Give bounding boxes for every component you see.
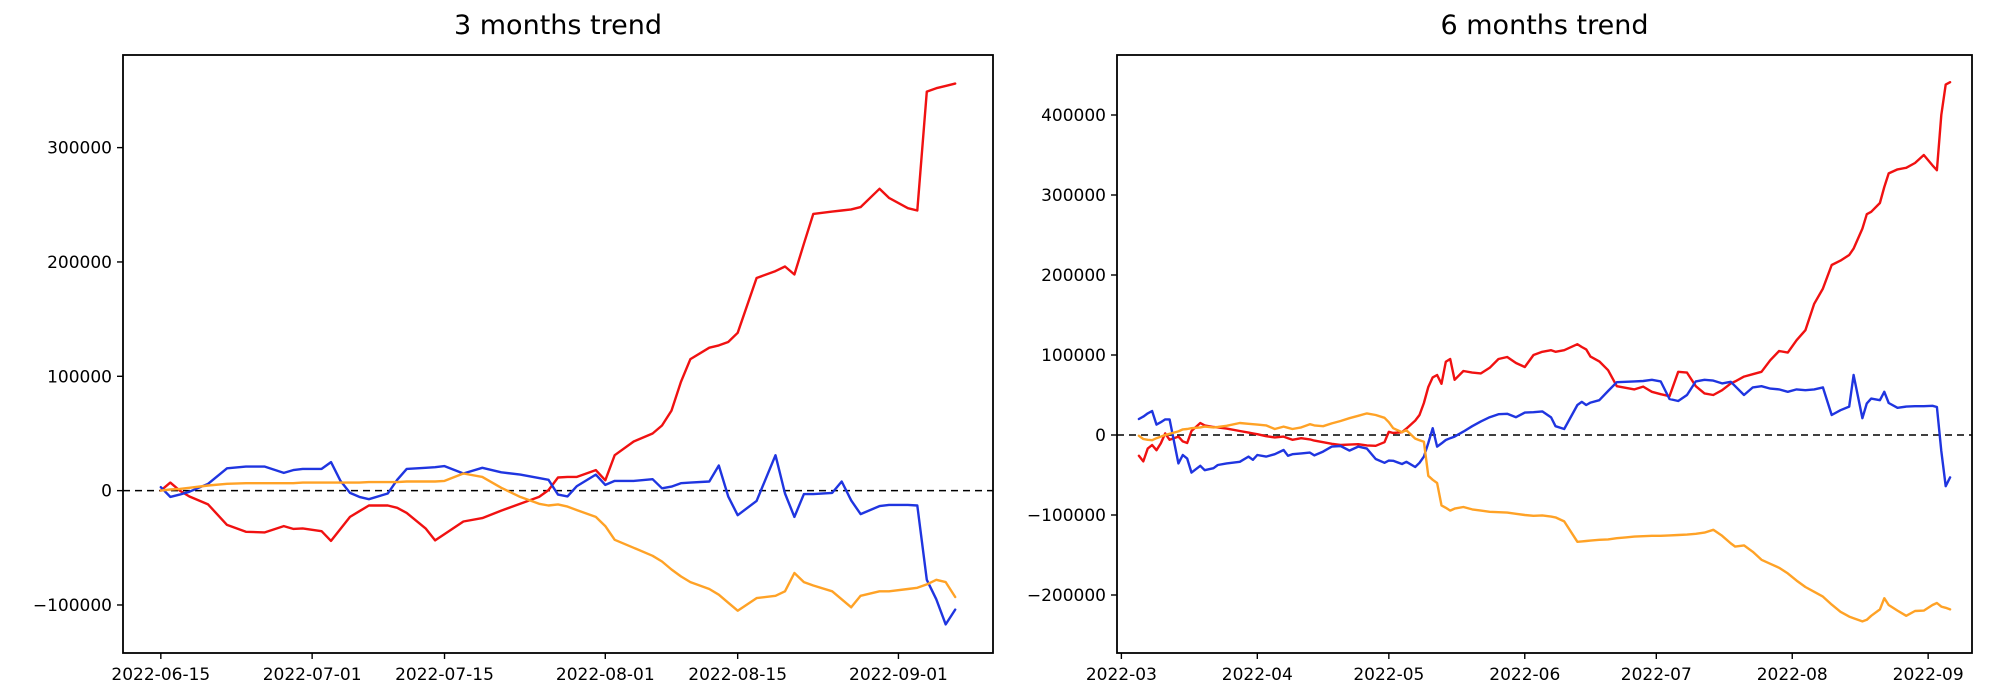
six-months-axes-frame (1116, 54, 1973, 654)
six-months-blue-series-line (1137, 373, 1952, 488)
three-months-plot-area (123, 55, 993, 653)
six-months-x-tick-label: 2022-04 (1222, 665, 1293, 685)
six-months-x-tick-label: 2022-03 (1086, 665, 1157, 685)
three-months-blue-series-line (159, 454, 957, 626)
six-months-orange-series-line (1137, 412, 1952, 623)
three-months-red-series-line (159, 82, 957, 543)
three-months-x-tick-label: 2022-09-01 (849, 665, 948, 685)
six-months-x-tick-label: 2022-05 (1353, 665, 1424, 685)
three-months-y-tick-label: 200000 (47, 253, 112, 273)
six-months-x-tick-label: 2022-09 (1893, 665, 1964, 685)
three-months-x-tick-label: 2022-08-15 (688, 665, 787, 685)
three-months-x-tick-label: 2022-07-01 (263, 665, 362, 685)
six-months-y-tick-label: 400000 (1041, 106, 1106, 126)
three-months-x-tick-label: 2022-07-15 (395, 665, 494, 685)
three-months-y-tick-label: 100000 (47, 367, 112, 387)
six-months-y-tick-label: 100000 (1041, 346, 1106, 366)
six-months-red-series-line (1137, 80, 1952, 463)
three-months-axes-frame (122, 54, 994, 654)
six-months-y-tick-label: 300000 (1041, 186, 1106, 206)
three-months-x-tick-label: 2022-06-15 (111, 665, 210, 685)
three-months-y-tick-label: 300000 (47, 139, 112, 159)
six-months-y-tick-label: 200000 (1041, 266, 1106, 286)
six-months-y-tick-label: −200000 (1027, 586, 1106, 606)
three-months-y-tick-label: 0 (101, 482, 112, 502)
six-months-y-tick-label: 0 (1095, 426, 1106, 446)
six-months-x-tick-label: 2022-06 (1489, 665, 1560, 685)
three-months-y-tick-label: −100000 (33, 596, 112, 616)
left-chart-title: 3 months trend (454, 10, 662, 41)
three-months-orange-series-line (159, 472, 957, 612)
six-months-plot-area (1117, 55, 1972, 653)
right-chart-title: 6 months trend (1440, 10, 1649, 41)
six-months-x-tick-label: 2022-08 (1757, 665, 1828, 685)
six-months-x-tick-label: 2022-07 (1621, 665, 1692, 685)
six-months-y-tick-label: −100000 (1027, 506, 1106, 526)
three-months-x-tick-label: 2022-08-01 (556, 665, 655, 685)
